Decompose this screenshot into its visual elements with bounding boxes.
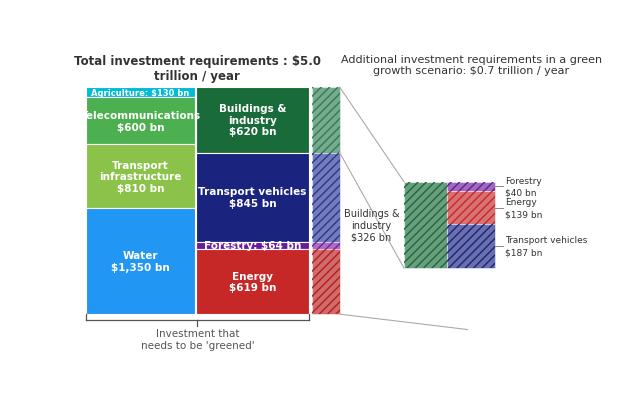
Bar xyxy=(312,242,340,249)
Bar xyxy=(447,182,495,192)
Text: Total investment requirements : $5.0
trillion / year: Total investment requirements : $5.0 tri… xyxy=(74,55,321,83)
Bar xyxy=(196,88,308,153)
Text: Transport vehicles: Transport vehicles xyxy=(505,236,587,245)
Bar xyxy=(447,182,495,192)
Bar xyxy=(86,88,195,98)
Text: Transport
infrastructure
$810 bn: Transport infrastructure $810 bn xyxy=(99,160,182,193)
Bar xyxy=(312,242,340,249)
Text: Forestry: Forestry xyxy=(505,177,541,185)
Text: Investment that
needs to be 'greened': Investment that needs to be 'greened' xyxy=(141,328,254,350)
Text: Energy: Energy xyxy=(505,198,536,207)
Bar xyxy=(196,249,308,314)
Text: Agriculture: $130 bn: Agriculture: $130 bn xyxy=(92,88,189,97)
Bar xyxy=(86,145,195,209)
Bar xyxy=(312,88,340,153)
Text: Telecommunications
$600 bn: Telecommunications $600 bn xyxy=(81,111,200,132)
Text: Water
$1,350 bn: Water $1,350 bn xyxy=(111,251,170,272)
Bar xyxy=(447,224,495,268)
Text: Buildings &
industry
$620 bn: Buildings & industry $620 bn xyxy=(219,104,286,137)
Text: $187 bn: $187 bn xyxy=(505,248,542,257)
Text: Energy
$619 bn: Energy $619 bn xyxy=(228,271,276,292)
Text: Transport vehicles
$845 bn: Transport vehicles $845 bn xyxy=(198,187,307,209)
Text: Buildings &
industry
$326 bn: Buildings & industry $326 bn xyxy=(344,209,399,242)
Bar xyxy=(312,249,340,314)
Bar xyxy=(312,88,340,153)
Bar xyxy=(312,249,340,314)
Bar xyxy=(312,153,340,242)
Text: Forestry: $64 bn: Forestry: $64 bn xyxy=(204,241,301,251)
Text: $139 bn: $139 bn xyxy=(505,209,542,219)
Text: $40 bn: $40 bn xyxy=(505,188,536,198)
Bar xyxy=(86,98,195,145)
Bar xyxy=(447,192,495,224)
Bar xyxy=(86,209,195,314)
Bar xyxy=(404,182,447,268)
Bar xyxy=(196,242,308,249)
Text: Additional investment requirements in a green
growth scenario: $0.7 trillion / y: Additional investment requirements in a … xyxy=(341,55,602,76)
Bar xyxy=(447,192,495,224)
Bar xyxy=(312,153,340,242)
Bar xyxy=(404,182,447,268)
Bar xyxy=(447,224,495,268)
Bar xyxy=(196,153,308,242)
